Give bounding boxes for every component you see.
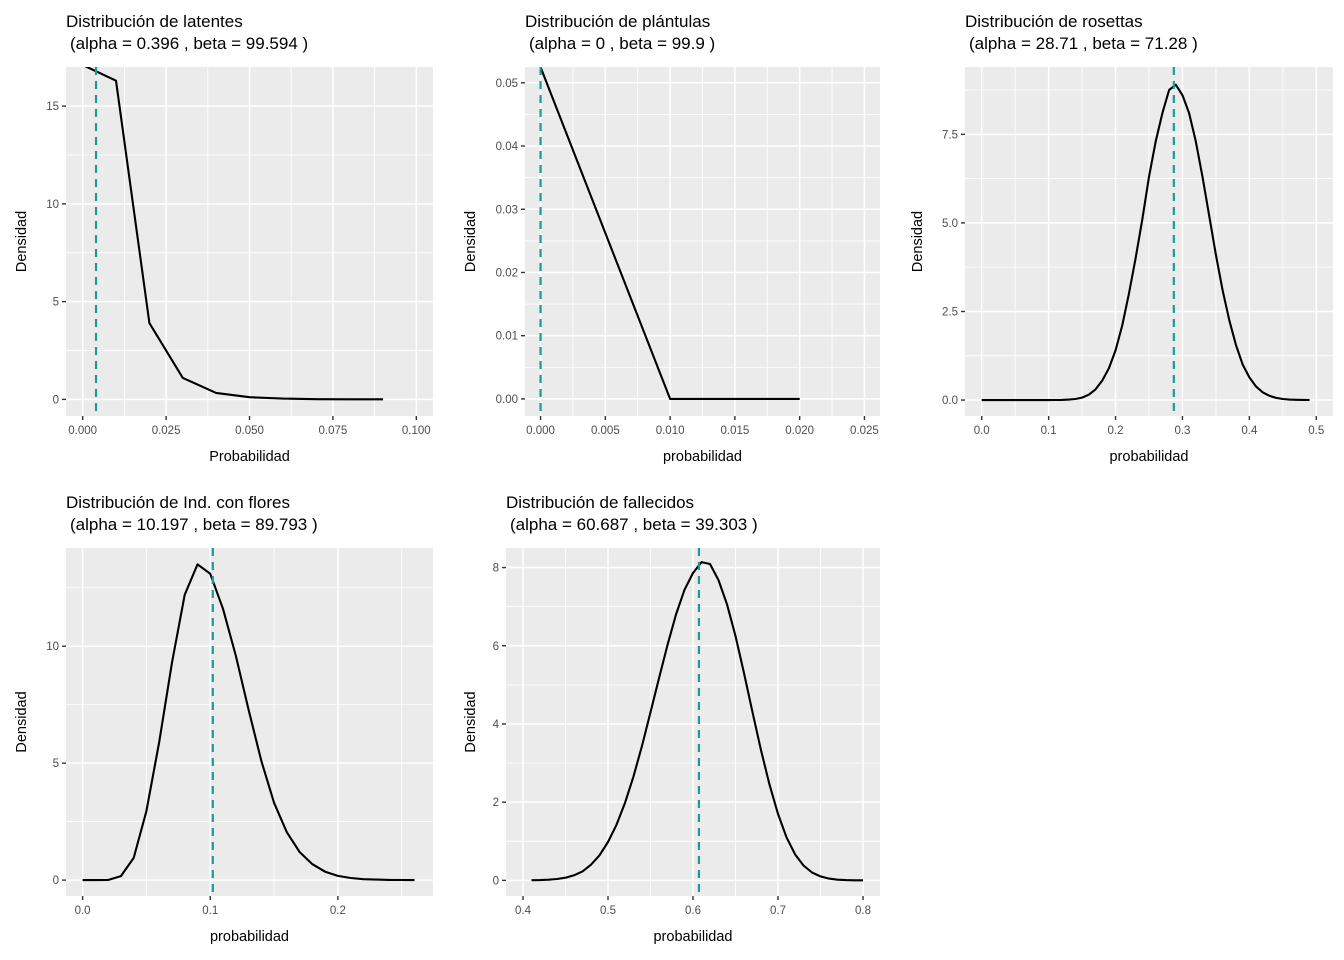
x-tick-label: 0.5 (600, 905, 616, 917)
chart-panel-4: Distribución de Ind. con flores (alpha = … (14, 493, 433, 945)
x-axis-label: probabilidad (663, 449, 742, 465)
x-tick-label: 0.100 (402, 425, 431, 437)
chart-panel-3: Distribución de rosettas (alpha = 28.71 ,… (910, 12, 1333, 465)
chart-subtitle: (alpha = 0.396 , beta = 99.594 ) (70, 34, 308, 53)
density-line (981, 83, 1310, 402)
plot-panel-background (66, 548, 433, 896)
x-axis-label: Probabilidad (209, 449, 290, 465)
y-axis-label: Densidad (14, 691, 30, 752)
y-tick-label: 0.04 (496, 141, 519, 153)
density-line (531, 561, 863, 882)
y-tick-label: 5 (53, 297, 59, 309)
y-tick-label: 10 (46, 199, 59, 211)
y-tick-label: 0 (53, 394, 59, 406)
y-tick-label: 5.0 (942, 218, 958, 230)
y-tick-label: 0 (53, 875, 59, 887)
x-tick-label: 0.1 (1041, 425, 1057, 437)
y-axis-label: Densidad (910, 211, 926, 272)
y-tick-label: 0.0 (942, 395, 958, 407)
y-tick-label: 2 (493, 797, 499, 809)
y-tick-label: 2.5 (942, 306, 958, 318)
x-tick-label: 0.005 (591, 425, 620, 437)
chart-subtitle: (alpha = 10.197 , beta = 89.793 ) (70, 515, 318, 534)
x-tick-label: 0.4 (1241, 425, 1258, 437)
x-tick-label: 0.000 (526, 425, 555, 437)
density-line (82, 563, 415, 882)
x-tick-label: 0.6 (685, 905, 701, 917)
chart-panel-5: Distribución de fallecidos (alpha = 60.68… (463, 493, 880, 945)
y-tick-label: 0 (493, 875, 499, 887)
chart-title: Distribución de Ind. con flores (66, 493, 290, 512)
density-line (84, 67, 383, 401)
y-tick-label: 0.03 (496, 204, 518, 216)
y-axis-label: Densidad (14, 211, 30, 272)
x-tick-label: 0.025 (850, 425, 879, 437)
y-tick-label: 6 (493, 641, 499, 653)
y-axis-label: Densidad (463, 211, 479, 272)
chart-subtitle: (alpha = 60.687 , beta = 39.303 ) (510, 515, 758, 534)
chart-title: Distribución de rosettas (965, 12, 1143, 31)
x-tick-label: 0.5 (1308, 425, 1324, 437)
x-tick-label: 0.1 (202, 905, 218, 917)
density-line (539, 67, 800, 400)
x-tick-label: 0.4 (515, 905, 532, 917)
y-tick-label: 0.01 (496, 331, 518, 343)
chart-title: Distribución de fallecidos (506, 493, 694, 512)
y-tick-label: 0.05 (496, 78, 518, 90)
chart-panel-2: Distribución de plántulas (alpha = 0 , be… (463, 12, 880, 465)
x-tick-label: 0.000 (68, 425, 97, 437)
x-tick-label: 0.010 (656, 425, 685, 437)
y-tick-label: 8 (493, 563, 499, 575)
y-tick-label: 15 (46, 101, 59, 113)
x-tick-label: 0.020 (785, 425, 814, 437)
x-tick-label: 0.025 (152, 425, 181, 437)
x-tick-label: 0.7 (770, 905, 786, 917)
chart-title: Distribución de latentes (66, 12, 243, 31)
y-tick-label: 0.00 (496, 394, 518, 406)
chart-panel-1: Distribución de latentes (alpha = 0.396 ,… (14, 12, 433, 465)
y-tick-label: 0.02 (496, 267, 518, 279)
y-tick-label: 7.5 (942, 129, 958, 141)
chart-title: Distribución de plántulas (525, 12, 710, 31)
x-tick-label: 0.2 (1108, 425, 1124, 437)
y-axis-label: Densidad (463, 691, 479, 752)
chart-subtitle: (alpha = 28.71 , beta = 71.28 ) (969, 34, 1198, 53)
x-tick-label: 0.050 (235, 425, 264, 437)
x-tick-label: 0.075 (319, 425, 348, 437)
x-axis-label: probabilidad (1109, 449, 1188, 465)
x-tick-label: 0.8 (855, 905, 871, 917)
x-tick-label: 0.0 (75, 905, 91, 917)
y-tick-label: 5 (53, 758, 59, 770)
x-tick-label: 0.0 (974, 425, 990, 437)
x-tick-label: 0.015 (720, 425, 749, 437)
chart-subtitle: (alpha = 0 , beta = 99.9 ) (529, 34, 715, 53)
x-tick-label: 0.3 (1174, 425, 1190, 437)
y-tick-label: 4 (493, 719, 500, 731)
x-axis-label: probabilidad (653, 929, 732, 945)
x-axis-label: probabilidad (210, 929, 289, 945)
y-tick-label: 10 (46, 641, 59, 653)
x-tick-label: 0.2 (330, 905, 346, 917)
